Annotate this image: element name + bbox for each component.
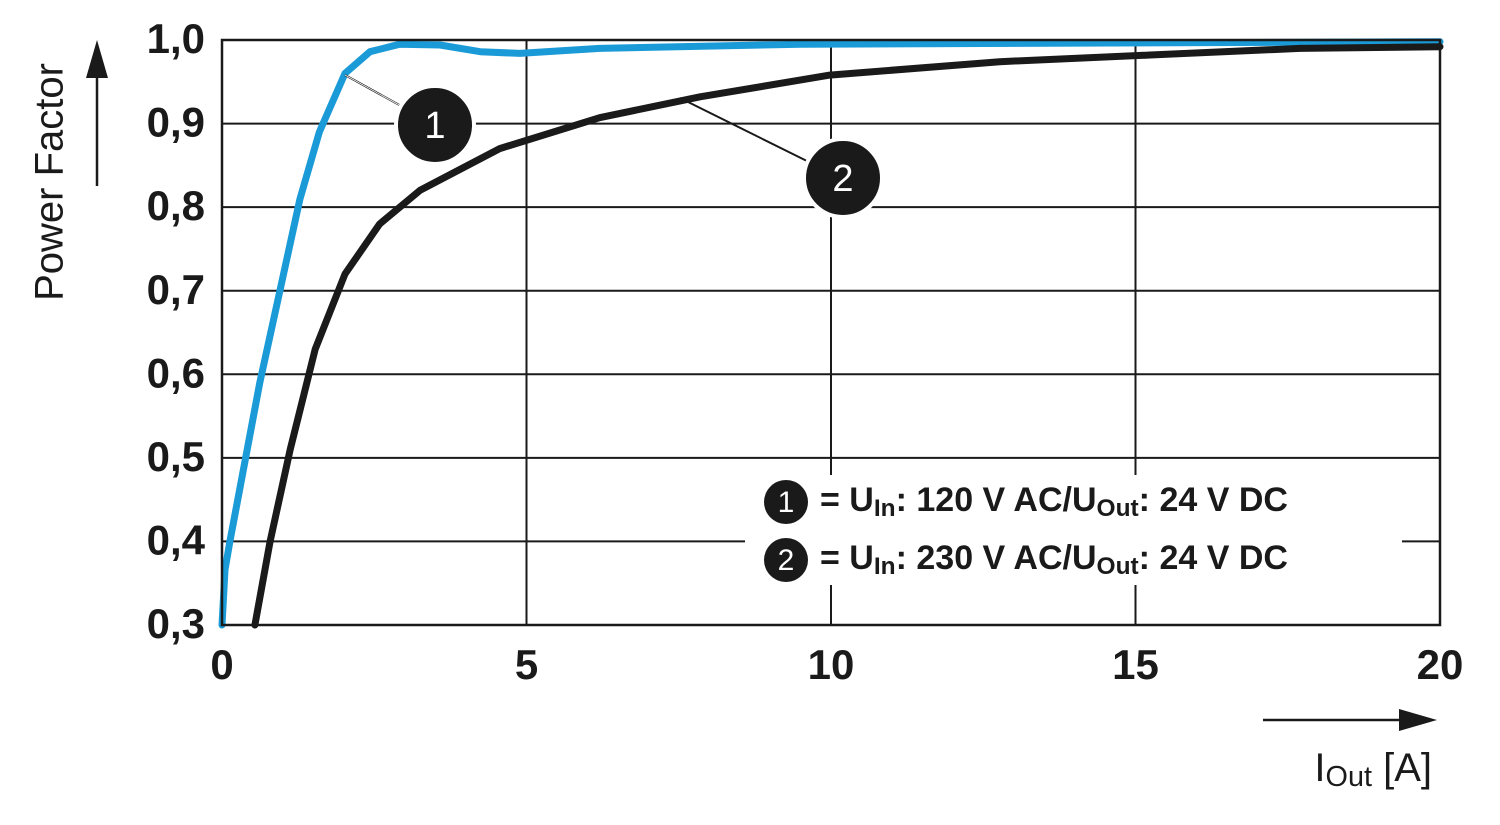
x-tick-label: 20 [1417,641,1464,688]
subscript: Out [1097,553,1139,580]
x-tick-label: 10 [808,641,855,688]
x-axis-title: IOut [A] [1314,746,1432,794]
x-arrow-head [1399,709,1437,731]
subscript: In [874,553,896,580]
badge-label: 2 [832,158,853,200]
subscript: Out [1326,761,1372,793]
curves [218,38,1444,629]
y-tick-label: 0,8 [147,182,205,229]
legend-box [745,475,1402,585]
y-arrow-head [86,40,108,78]
text-run: [A] [1372,746,1432,790]
x-tick-label: 15 [1112,641,1159,688]
legend: 1 = UIn: 120 V AC/UOut: 24 V DC2 = UIn: 23… [764,480,1288,582]
badge-label: 1 [424,105,445,147]
legend-badge-label: 2 [778,544,795,577]
y-axis-title: Power Factor [28,63,72,301]
legend-label: = UIn: 120 V AC/UOut: 24 V DC [820,481,1288,522]
x-tick-label: 5 [515,641,538,688]
subscript: In [874,495,896,522]
text-run: : 230 V AC/U [896,539,1097,577]
y-tick-label: 0,4 [147,517,206,564]
badge [802,137,884,219]
text-run: : 120 V AC/U [896,481,1097,519]
legend-badge [764,480,808,524]
legend-badge-label: 1 [778,486,795,519]
text-run: : 24 V DC [1139,539,1288,577]
plot-frame [220,38,1442,627]
leader-line [679,97,816,166]
y-tick-label: 0,6 [147,349,205,396]
series-line [251,43,1444,629]
x-tick-label: 0 [210,641,233,688]
y-tick-label: 0,9 [147,99,205,146]
text-run: = U [820,481,874,519]
y-tick-label: 1,0 [147,15,205,62]
text-run: = U [820,539,874,577]
series-line [218,38,1444,629]
legend-badge [764,538,808,582]
y-tick-label: 0,7 [147,266,205,313]
text-run: : 24 V DC [1139,481,1288,519]
y-tick-label: 0,3 [147,600,205,647]
subscript: Out [1097,495,1139,522]
y-tick-label: 0,5 [147,433,205,480]
badge [394,84,476,166]
legend-label: = UIn: 230 V AC/UOut: 24 V DC [820,539,1288,580]
text-run: I [1314,746,1325,790]
